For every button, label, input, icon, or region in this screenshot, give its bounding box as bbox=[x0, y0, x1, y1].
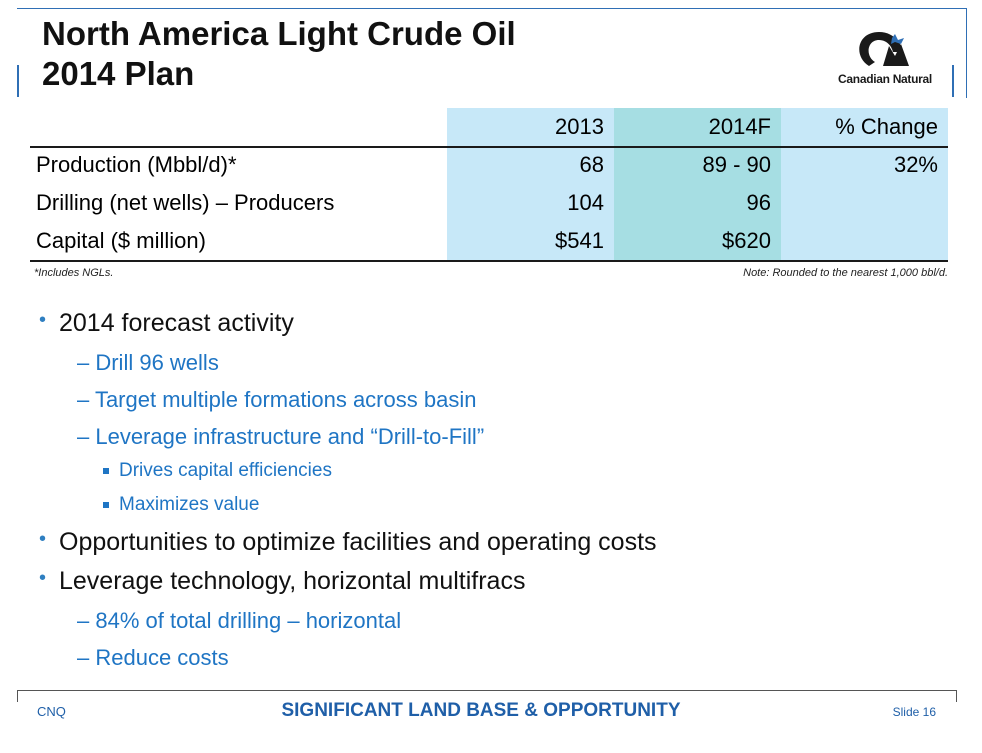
row-value-change bbox=[781, 184, 948, 222]
row-value-change: 32% bbox=[781, 146, 948, 184]
slide-title-line1: North America Light Crude Oil bbox=[42, 15, 516, 52]
row-value-2014f: 89 - 90 bbox=[614, 146, 781, 184]
canadian-natural-logo-icon bbox=[859, 32, 909, 66]
row-value-change bbox=[781, 222, 948, 260]
sub-bullet-item: – Reduce costs bbox=[77, 645, 229, 670]
plan-table: 2013 2014F % Change Production (Mbbl/d)*… bbox=[30, 108, 948, 260]
table-header-2013: 2013 bbox=[447, 108, 614, 146]
rounding-note: Note: Rounded to the nearest 1,000 bbl/d… bbox=[743, 267, 948, 279]
footer-tagline: SIGNIFICANT LAND BASE & OPPORTUNITY bbox=[281, 700, 681, 721]
footer-left-tick bbox=[17, 690, 18, 702]
table-header-row: 2013 2014F % Change bbox=[30, 108, 948, 146]
frame-left-tick bbox=[17, 65, 19, 97]
row-label: Production (Mbbl/d)* bbox=[36, 152, 237, 177]
slide-title-line2: 2014 Plan bbox=[42, 55, 195, 92]
sub-sub-bullet-item: Drives capital efficiencies bbox=[103, 460, 332, 482]
row-label: Drilling (net wells) – Producers bbox=[36, 190, 335, 215]
frame-right-tick bbox=[952, 65, 954, 97]
table-header-change: % Change bbox=[781, 108, 948, 146]
row-value-2013: 104 bbox=[447, 184, 614, 222]
slide-number: Slide 16 bbox=[892, 705, 936, 719]
square-bullet-icon bbox=[103, 502, 109, 508]
row-value-2013: $541 bbox=[447, 222, 614, 260]
slide-title: North America Light Crude Oil 2014 Plan bbox=[42, 14, 516, 94]
bullet-dot-icon: • bbox=[39, 567, 47, 589]
table-header-divider bbox=[30, 146, 948, 148]
sub-sub-bullet-item: Maximizes value bbox=[103, 494, 259, 516]
company-logo: Canadian Natural bbox=[825, 26, 945, 88]
footer-right-tick bbox=[956, 690, 957, 702]
table-footnote: *Includes NGLs. bbox=[34, 267, 114, 279]
table-bottom-divider bbox=[30, 260, 948, 262]
sub-bullet-item: – Drill 96 wells bbox=[77, 350, 219, 375]
square-bullet-icon bbox=[103, 468, 109, 474]
bullet-item: • Opportunities to optimize facilities a… bbox=[39, 528, 657, 556]
sub-bullet-item: – Target multiple formations across basi… bbox=[77, 387, 477, 412]
table-row: Capital ($ million) $541 $620 bbox=[30, 222, 948, 260]
frame-top-border bbox=[17, 8, 967, 9]
row-value-2014f: 96 bbox=[614, 184, 781, 222]
sub-bullet-item: – 84% of total drilling – horizontal bbox=[77, 608, 402, 633]
bullet-item: • Leverage technology, horizontal multif… bbox=[39, 567, 526, 595]
sub-bullet-item: – Leverage infrastructure and “Drill-to-… bbox=[77, 424, 485, 449]
bullet-dot-icon: • bbox=[39, 309, 47, 331]
table-header-2014f: 2014F bbox=[614, 108, 781, 146]
logo-text: Canadian Natural bbox=[838, 72, 932, 86]
row-value-2013: 68 bbox=[447, 146, 614, 184]
table-row: Drilling (net wells) – Producers 104 96 bbox=[30, 184, 948, 222]
table-row: Production (Mbbl/d)* 68 89 - 90 32% bbox=[30, 146, 948, 184]
bullet-item: • 2014 forecast activity bbox=[39, 309, 294, 337]
row-label: Capital ($ million) bbox=[36, 228, 206, 253]
footer-ticker: CNQ bbox=[37, 704, 66, 719]
footer-divider bbox=[17, 690, 957, 691]
frame-right-border bbox=[966, 8, 967, 98]
row-value-2014f: $620 bbox=[614, 222, 781, 260]
bullet-dot-icon: • bbox=[39, 528, 47, 550]
